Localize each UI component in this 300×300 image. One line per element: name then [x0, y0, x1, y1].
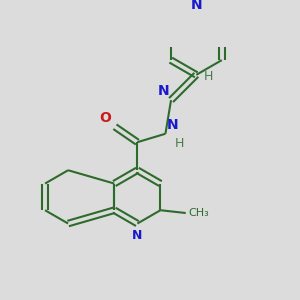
Text: N: N: [167, 118, 178, 132]
Text: N: N: [132, 229, 142, 242]
Text: N: N: [158, 84, 169, 98]
Text: CH₃: CH₃: [188, 208, 209, 218]
Text: O: O: [99, 111, 111, 125]
Text: H: H: [174, 136, 184, 150]
Text: H: H: [203, 70, 213, 83]
Text: N: N: [190, 0, 202, 12]
